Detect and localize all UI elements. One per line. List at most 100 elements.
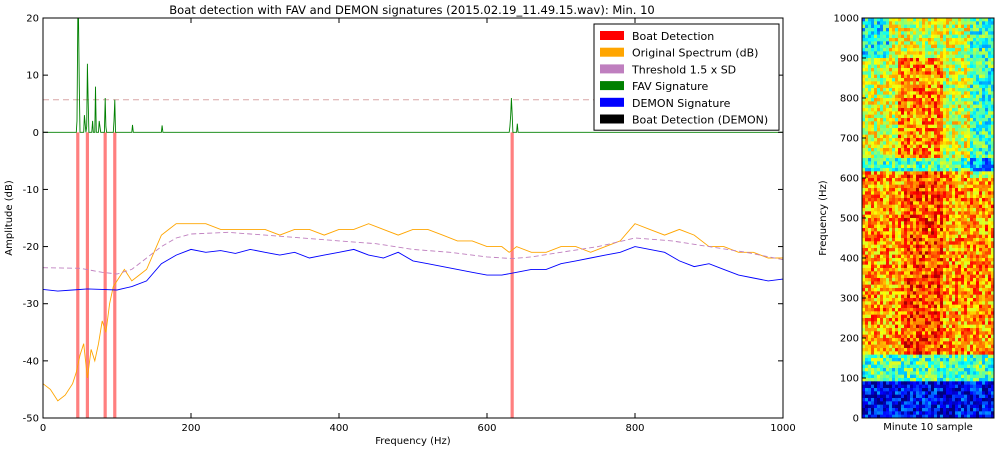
spectrogram-cell xyxy=(973,24,977,29)
spectrogram-cell xyxy=(916,134,920,139)
spectrogram-cell xyxy=(892,308,896,312)
spectrogram-cell xyxy=(868,371,872,376)
spectrogram-cell xyxy=(898,308,902,312)
spectrogram-cell xyxy=(922,341,926,346)
spectrogram-cell xyxy=(943,144,947,149)
spectrogram-cell xyxy=(916,64,920,69)
spectrogram-cell xyxy=(955,44,959,49)
spectrogram-cell xyxy=(877,354,881,359)
spectrogram-cell xyxy=(937,271,941,276)
spectrogram-cell xyxy=(964,348,968,352)
spectrogram-cell xyxy=(907,214,911,219)
spectrogram-cell xyxy=(949,248,953,252)
spectrogram-cell xyxy=(949,254,953,259)
spectrogram-cell xyxy=(886,271,890,276)
spectrogram-cell xyxy=(988,161,992,166)
spectrogram-cell xyxy=(904,258,908,262)
spectrogram-cell xyxy=(883,254,887,259)
spectrogram-cell xyxy=(910,211,914,216)
spectrogram-cell xyxy=(988,294,992,299)
spectrogram-cell xyxy=(904,58,908,62)
spectrogram-cell xyxy=(991,268,995,272)
spectrogram-cell xyxy=(979,98,983,102)
spectrogram-cell xyxy=(919,361,923,366)
spectrogram-cell xyxy=(889,228,893,232)
spectrogram-cell xyxy=(967,298,971,302)
spectrogram-cell xyxy=(883,174,887,179)
spectrogram-cell xyxy=(913,31,917,36)
spectrogram-cell xyxy=(970,141,974,146)
spectrogram-cell xyxy=(895,328,899,332)
spectrogram-cell xyxy=(934,58,938,62)
spectrogram-cell xyxy=(973,314,977,319)
spectrogram-cell xyxy=(895,334,899,339)
spectrogram-cell xyxy=(910,134,914,139)
spectrogram-cell xyxy=(979,314,983,319)
spectrogram-cell xyxy=(895,84,899,89)
spectrogram-cell xyxy=(931,244,935,249)
spectrogram-cell xyxy=(874,21,878,26)
spectrogram-cell xyxy=(955,248,959,252)
spectrogram-cell xyxy=(925,31,929,36)
spectrogram-cell xyxy=(910,124,914,129)
spectrogram-cell xyxy=(877,368,881,372)
spectrogram-cell xyxy=(880,361,884,366)
spectrogram-cell xyxy=(985,311,989,316)
spectrogram-cell xyxy=(937,351,941,356)
spectrogram-cell xyxy=(886,198,890,202)
spectrogram-cell xyxy=(970,364,974,369)
spectrogram-cell xyxy=(907,84,911,89)
spectrogram-cell xyxy=(991,374,995,379)
spectrogram-cell xyxy=(895,388,899,392)
spectrogram-cell xyxy=(973,388,977,392)
spectrogram-cell xyxy=(928,61,932,66)
spectrogram-cell xyxy=(934,311,938,316)
spectrogram-cell xyxy=(874,18,878,22)
spectrogram-cell xyxy=(862,18,866,22)
spectrogram-cell xyxy=(922,191,926,196)
spectrogram-cell xyxy=(919,264,923,269)
spectrogram-cell xyxy=(946,301,950,306)
spectrogram-cell xyxy=(907,364,911,369)
spectrogram-cell xyxy=(976,158,980,162)
spectrogram-cell xyxy=(886,18,890,22)
spectrogram-cell xyxy=(883,224,887,229)
spectrogram-cell xyxy=(961,98,965,102)
spectrogram-cell xyxy=(934,278,938,282)
spectrogram-cell xyxy=(874,368,878,372)
spectrogram-cell xyxy=(940,178,944,182)
spectrogram-cell xyxy=(868,141,872,146)
spectrogram-cell xyxy=(970,321,974,326)
spectrogram-cell xyxy=(910,231,914,236)
spectrogram-cell xyxy=(970,24,974,29)
spectrogram-cell xyxy=(976,371,980,376)
spectrogram-cell xyxy=(937,361,941,366)
spectrogram-cell xyxy=(919,358,923,362)
spectrogram-cell xyxy=(973,264,977,269)
spectrogram-cell xyxy=(904,61,908,66)
spectrogram-cell xyxy=(886,78,890,82)
spectrogram-cell xyxy=(955,364,959,369)
spectrogram-cell xyxy=(910,178,914,182)
spectrogram-cell xyxy=(865,24,869,29)
spectrogram-cell xyxy=(988,171,992,176)
spectrogram-cell xyxy=(865,108,869,112)
spectrogram-cell xyxy=(925,254,929,259)
spectrogram-cell xyxy=(925,48,929,52)
spectrogram-cell xyxy=(940,61,944,66)
spectrogram-cell xyxy=(958,238,962,242)
spectrogram-cell xyxy=(874,168,878,172)
spectrogram-cell xyxy=(889,274,893,279)
spectrogram-cell xyxy=(898,338,902,342)
spectrogram-cell xyxy=(907,224,911,229)
spectrogram-cell xyxy=(937,298,941,302)
spectrogram-cell xyxy=(916,238,920,242)
spectrogram-cell xyxy=(928,351,932,356)
spectrogram-cell xyxy=(919,138,923,142)
spectrogram-cell xyxy=(868,78,872,82)
spectrogram-cell xyxy=(889,238,893,242)
spectrogram-cell xyxy=(949,174,953,179)
spectrogram-cell xyxy=(937,288,941,292)
spectrogram-cell xyxy=(868,54,872,59)
spectrogram-cell xyxy=(925,321,929,326)
